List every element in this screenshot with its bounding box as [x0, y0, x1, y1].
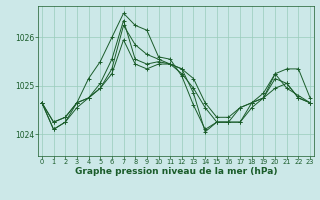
X-axis label: Graphe pression niveau de la mer (hPa): Graphe pression niveau de la mer (hPa) [75, 167, 277, 176]
